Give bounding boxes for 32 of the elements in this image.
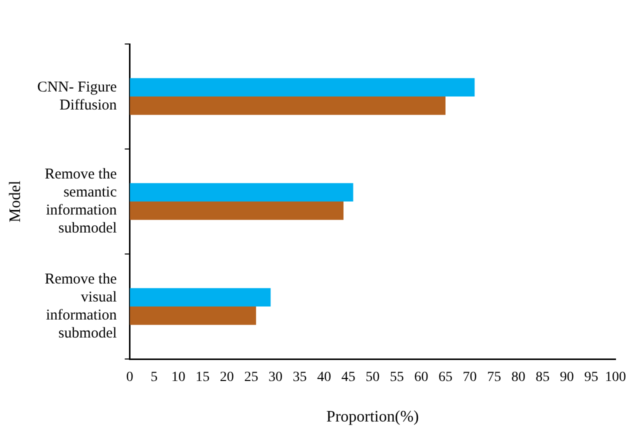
y-tick-label: CNN- Figure Diffusion (37, 79, 118, 114)
x-tick-label: 40 (317, 370, 332, 386)
x-tick-label: 95 (584, 370, 598, 386)
x-tick-label: 20 (220, 370, 234, 386)
bar (130, 96, 446, 115)
x-tick-label: 60 (414, 370, 428, 386)
x-tick-label: 0 (126, 370, 134, 386)
x-tick-label: 15 (196, 370, 210, 386)
bar (130, 183, 354, 202)
x-tick-label: 65 (438, 370, 452, 386)
x-tick-label: 30 (268, 370, 282, 386)
x-tick-label: 10 (171, 370, 186, 386)
x-tick-label: 5 (150, 370, 158, 386)
x-tick-label: 75 (487, 370, 502, 386)
y-axis-title: Model (6, 180, 24, 222)
x-tick-label: 70 (462, 370, 477, 386)
bar (130, 288, 271, 306)
x-tick-label: 55 (390, 370, 404, 386)
y-tick-label: Remove the semantic information submodel (44, 166, 118, 236)
bar (130, 306, 256, 325)
bar (130, 202, 344, 220)
x-tick-label: 50 (366, 370, 380, 386)
x-tick-label: 100 (605, 370, 626, 386)
x-tick-label: 45 (341, 370, 356, 386)
x-axis-title: Proportion(%) (326, 408, 419, 426)
x-tick-label: 80 (511, 370, 526, 386)
x-tick-label: 35 (292, 370, 307, 386)
x-tick-label: 85 (536, 370, 550, 386)
bar (130, 78, 475, 96)
x-tick-label: 25 (244, 370, 258, 386)
x-tick-label: 90 (560, 370, 574, 386)
y-tick-label: Remove the visual information submodel (44, 271, 118, 342)
